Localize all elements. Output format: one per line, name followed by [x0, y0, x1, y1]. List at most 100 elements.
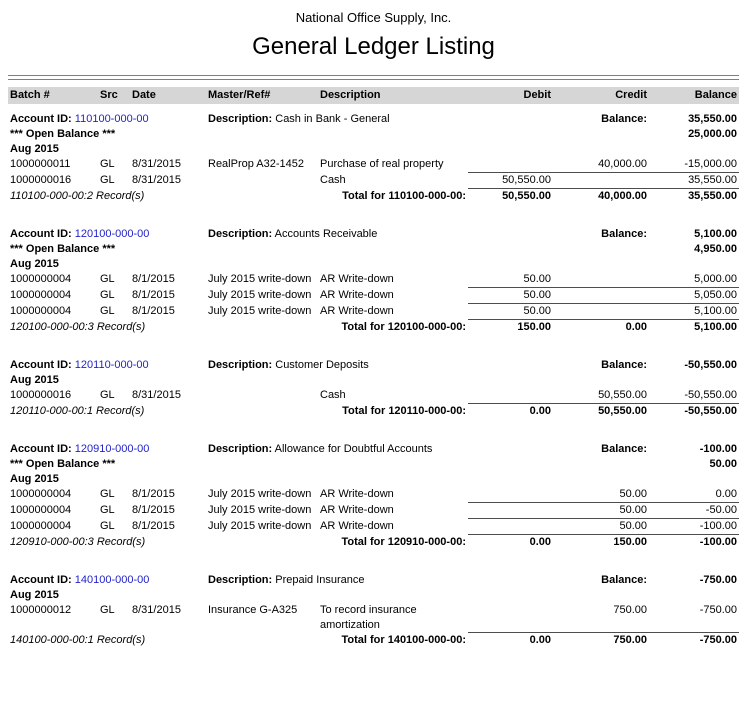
- date-cell: 8/31/2015: [132, 174, 181, 186]
- src-cell: GL: [100, 389, 115, 401]
- src-cell: GL: [100, 504, 115, 516]
- account-header-row: Account ID: 120910-000-00 Description: A…: [8, 442, 739, 457]
- table-row: 1000000012 GL 8/31/2015 Insurance G-A325…: [8, 603, 739, 633]
- account-id-link[interactable]: 120100-000-00: [74, 228, 150, 240]
- account-id-link[interactable]: 110100-000-00: [74, 113, 149, 125]
- total-debit: 0.00: [529, 405, 551, 417]
- batch-cell: 1000000016: [10, 389, 72, 401]
- account-id-label: Account ID:: [10, 113, 72, 125]
- src-cell: GL: [100, 604, 115, 616]
- account-header-row: Account ID: 110100-000-00 Description: C…: [8, 112, 739, 127]
- batch-cell: 1000000004: [10, 305, 72, 317]
- description-cell: Cash: [320, 174, 346, 186]
- total-balance: 5,100.00: [694, 321, 737, 333]
- balance-cell: 0.00: [649, 487, 739, 503]
- account-id-link[interactable]: 140100-000-00: [74, 574, 150, 586]
- balance-cell: -50,550.00: [649, 388, 739, 404]
- month-label: Aug 2015: [10, 374, 59, 386]
- account-section: Account ID: 120110-000-00 Description: C…: [8, 358, 739, 419]
- month-row: Aug 2015: [8, 472, 739, 487]
- total-credit: 50,550.00: [598, 405, 647, 417]
- date-cell: 8/1/2015: [132, 488, 175, 500]
- account-id-link[interactable]: 120110-000-00: [74, 359, 149, 371]
- description-value: Customer Deposits: [275, 359, 369, 371]
- open-balance-label: *** Open Balance ***: [10, 128, 116, 140]
- balance-label: Balance:: [601, 359, 647, 371]
- total-label: Total for 120100-000-00:: [341, 321, 466, 333]
- records-count: 110100-000-00:2 Record(s): [10, 190, 145, 202]
- account-description: Description: Customer Deposits: [206, 358, 468, 373]
- balance-value: -100.00: [699, 443, 737, 455]
- title-divider: [8, 75, 739, 80]
- balance-value: 5,100.00: [694, 228, 737, 240]
- credit-cell: [553, 173, 649, 189]
- master-cell: July 2015 write-down: [208, 488, 312, 500]
- total-balance: 35,550.00: [688, 190, 737, 202]
- table-row: 1000000004 GL 8/1/2015 July 2015 write-d…: [8, 288, 739, 304]
- open-balance-label: *** Open Balance ***: [10, 243, 116, 255]
- total-credit: 150.00: [613, 536, 647, 548]
- account-id-link[interactable]: 120910-000-00: [74, 443, 150, 455]
- master-cell: [206, 388, 318, 404]
- account-id: Account ID: 120910-000-00: [8, 442, 206, 457]
- total-balance: -750.00: [699, 634, 737, 646]
- master-cell: Insurance G-A325: [208, 604, 298, 616]
- company-name: National Office Supply, Inc.: [295, 10, 452, 25]
- account-id: Account ID: 120110-000-00: [8, 358, 206, 373]
- master-cell: [206, 173, 318, 189]
- credit-cell: 50.00: [553, 487, 649, 503]
- date-cell: 8/31/2015: [132, 158, 181, 170]
- batch-cell: 1000000011: [10, 158, 71, 170]
- column-header-description: Description: [320, 89, 381, 101]
- account-description: Description: Allowance for Doubtful Acco…: [206, 442, 468, 457]
- account-header-row: Account ID: 140100-000-00 Description: P…: [8, 573, 739, 588]
- balance-cell: -100.00: [649, 519, 739, 535]
- column-header-src: Src: [100, 89, 118, 101]
- balance-label: Balance:: [601, 228, 647, 240]
- credit-cell: [553, 288, 649, 304]
- month-label: Aug 2015: [10, 473, 59, 485]
- report-title: General Ledger Listing: [252, 33, 495, 60]
- debit-cell: 50.00: [468, 272, 553, 288]
- total-row: 120100-000-00:3 Record(s) Total for 1201…: [8, 320, 739, 335]
- month-row: Aug 2015: [8, 142, 739, 157]
- master-cell: July 2015 write-down: [208, 289, 312, 301]
- debit-cell: [468, 603, 553, 633]
- balance-value: -750.00: [699, 574, 737, 586]
- account-description: Description: Cash in Bank - General: [206, 112, 468, 127]
- debit-cell: 50.00: [468, 288, 553, 304]
- credit-cell: 750.00: [553, 603, 649, 633]
- credit-cell: 50.00: [553, 503, 649, 519]
- column-header-batch: Batch #: [10, 89, 50, 101]
- table-row: 1000000004 GL 8/1/2015 July 2015 write-d…: [8, 503, 739, 519]
- credit-cell: 40,000.00: [553, 157, 649, 173]
- description-label: Description:: [208, 574, 273, 586]
- column-header-row: Batch # Src Date Master/Ref# Description…: [8, 87, 739, 104]
- total-debit: 0.00: [529, 634, 551, 646]
- total-debit: 0.00: [529, 536, 551, 548]
- month-row: Aug 2015: [8, 257, 739, 272]
- open-balance-value: 25,000.00: [688, 128, 737, 140]
- master-cell: July 2015 write-down: [208, 520, 312, 532]
- table-row: 1000000011 GL 8/31/2015 RealProp A32-145…: [8, 157, 739, 173]
- records-count: 120110-000-00:1 Record(s): [10, 405, 145, 417]
- table-row: 1000000004 GL 8/1/2015 July 2015 write-d…: [8, 519, 739, 535]
- debit-cell: [468, 519, 553, 535]
- total-row: 140100-000-00:1 Record(s) Total for 1401…: [8, 633, 739, 648]
- account-section: Account ID: 120910-000-00 Description: A…: [8, 442, 739, 550]
- account-section: Account ID: 110100-000-00 Description: C…: [8, 112, 739, 204]
- credit-cell: [553, 272, 649, 288]
- balance-cell: 5,050.00: [649, 288, 739, 304]
- open-balance-row: *** Open Balance *** 4,950.00: [8, 242, 739, 257]
- open-balance-value: 4,950.00: [694, 243, 737, 255]
- description-label: Description:: [208, 228, 273, 240]
- description-label: Description:: [208, 113, 273, 125]
- total-label: Total for 140100-000-00:: [341, 634, 466, 646]
- master-cell: RealProp A32-1452: [208, 158, 305, 170]
- description-cell: AR Write-down: [320, 273, 394, 285]
- credit-cell: 50,550.00: [553, 388, 649, 404]
- batch-cell: 1000000016: [10, 174, 72, 186]
- debit-cell: 50.00: [468, 304, 553, 320]
- total-row: 110100-000-00:2 Record(s) Total for 1101…: [8, 189, 739, 204]
- column-header-balance: Balance: [694, 89, 737, 101]
